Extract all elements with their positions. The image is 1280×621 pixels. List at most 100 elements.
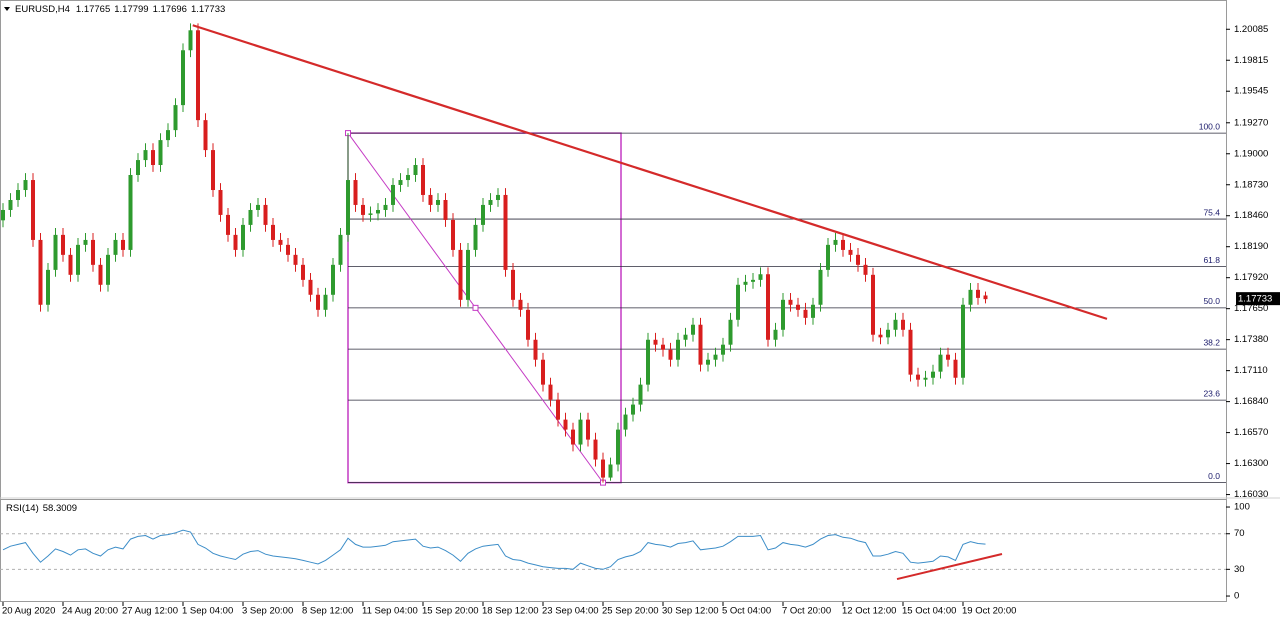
candle-body [676, 339, 680, 360]
candle-body [878, 334, 883, 338]
y-tick-label: 1.18730 [1234, 179, 1268, 190]
candle-body [428, 194, 433, 205]
candle-body [923, 377, 928, 380]
fib-level-label: 23.6 [1203, 388, 1220, 398]
candle-body [578, 419, 583, 445]
y-tick-label: 1.16840 [1234, 396, 1268, 407]
fib-level-label: 38.2 [1203, 337, 1220, 347]
candle-body [256, 204, 260, 210]
candle-body [683, 334, 688, 340]
candle-body [53, 234, 58, 270]
rsi-line [2, 529, 986, 570]
symbol-menu-arrow[interactable] [4, 7, 10, 11]
y-tick-label: 1.18190 [1234, 241, 1268, 252]
candle-body [706, 359, 710, 365]
candle-body [218, 190, 223, 215]
candle-body [338, 234, 343, 265]
candle-body [908, 329, 913, 375]
candle-body [931, 371, 935, 378]
candle-body [436, 200, 440, 205]
candle-body [346, 180, 350, 235]
candle-body [121, 239, 125, 250]
candle-body [451, 219, 455, 250]
candle-body [38, 239, 43, 305]
x-tick-label: 30 Sep 12:00 [662, 606, 719, 617]
candle-body [23, 180, 28, 191]
candle-body [841, 239, 845, 250]
x-tick-label: 18 Sep 12:00 [482, 606, 539, 617]
candle-body [848, 249, 853, 255]
candle-body [863, 264, 868, 275]
candle-body [511, 269, 515, 300]
candle-body [691, 324, 695, 335]
candle-body [901, 319, 905, 330]
candle-body [728, 319, 733, 345]
candle-body [331, 264, 335, 295]
candle-body [646, 339, 650, 385]
candle-body [293, 254, 298, 265]
candle-body [383, 204, 388, 210]
candle-body [241, 224, 245, 250]
candle-body [946, 354, 950, 360]
candle-body [736, 284, 740, 320]
x-tick-label: 20 Aug 2020 [2, 606, 55, 617]
y-tick-label: 1.19000 [1234, 148, 1268, 159]
y-tick-label: 30 [1234, 564, 1245, 575]
candle-body [871, 274, 875, 335]
candle-body [128, 174, 133, 250]
y-tick-label: 1.19270 [1234, 117, 1268, 128]
candle-body [773, 329, 778, 340]
x-tick-label: 15 Sep 20:00 [422, 606, 479, 617]
candle-body [188, 30, 193, 51]
candle-body [608, 464, 613, 478]
candle-body [886, 329, 890, 338]
y-tick-label: 1.16300 [1234, 458, 1268, 469]
candle-body [8, 200, 13, 210]
candle-body [136, 160, 140, 175]
y-tick-label: 1.17380 [1234, 334, 1268, 345]
y-tick-label: 1.16030 [1234, 489, 1268, 500]
candle-body [61, 234, 65, 255]
y-tick-label: 1.19815 [1234, 55, 1268, 66]
candle-body [781, 299, 785, 330]
candle-body [83, 239, 88, 245]
candle-body [668, 349, 673, 360]
fib-level-label: 75.4 [1203, 207, 1220, 217]
rsi-trendline [896, 553, 1003, 581]
candle-body [638, 384, 643, 405]
candle-body [143, 150, 148, 161]
candle-body [106, 254, 110, 285]
candle-body [788, 299, 793, 305]
candle-body [563, 419, 568, 430]
candle-body [203, 120, 208, 151]
header-low: 1.17696 [153, 4, 187, 15]
candle-body [893, 319, 898, 330]
candle-body [481, 204, 485, 225]
x-tick-label: 12 Oct 12:00 [842, 606, 896, 617]
x-tick-label: 11 Sep 04:00 [362, 606, 418, 617]
candle-body [653, 339, 658, 345]
candle-body [361, 204, 365, 215]
candle-body [758, 274, 763, 280]
y-tick-label: 1.20085 [1234, 24, 1268, 35]
candle-body [353, 180, 358, 205]
candle-body [323, 294, 328, 310]
candle-body [533, 339, 538, 360]
candle-body [983, 295, 988, 300]
candle-body [698, 324, 703, 365]
candle-body [826, 244, 830, 270]
x-tick-label: 7 Oct 20:00 [782, 606, 831, 617]
candle-body [661, 344, 665, 350]
fib-anchor [472, 304, 479, 311]
candle-body [833, 239, 838, 245]
candle-body [16, 190, 20, 201]
fib-level-label: 50.0 [1203, 296, 1220, 306]
candle-body [968, 289, 973, 305]
candle-body [518, 299, 523, 310]
candle-body [526, 309, 530, 340]
candle-body [586, 419, 590, 440]
candle-body [496, 194, 500, 201]
plot-frame [0, 0, 1227, 602]
fib-level-label: 100.0 [1199, 121, 1221, 131]
